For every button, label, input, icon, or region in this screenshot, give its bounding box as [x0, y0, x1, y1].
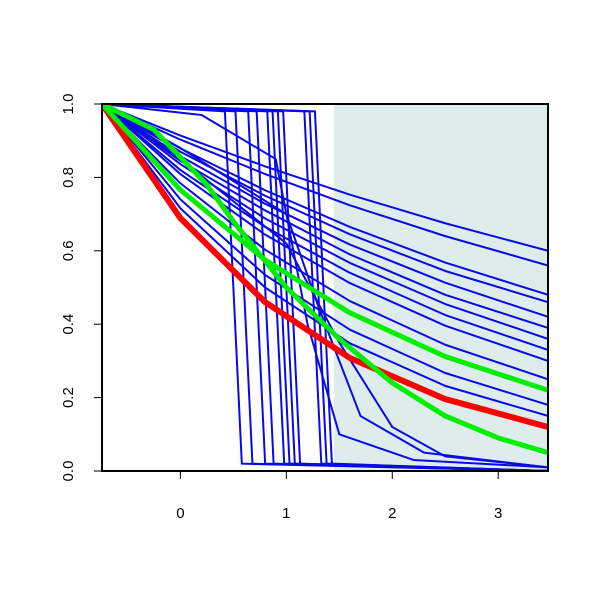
x-tick-label: 1: [282, 505, 290, 522]
y-tick-label: 0.6: [60, 240, 77, 261]
series-line: [102, 104, 548, 351]
y-tick-label: 0.0: [60, 461, 77, 482]
series-line: [102, 104, 548, 362]
series-line: [102, 104, 548, 340]
plot-frame: [101, 103, 549, 472]
series-line: [102, 104, 548, 471]
series-line: [102, 104, 548, 430]
series-line: [102, 104, 548, 406]
series-line: [102, 104, 548, 393]
x-tick-label: 2: [388, 505, 396, 522]
series-line: [102, 104, 548, 456]
y-tick-label: 1.0: [60, 94, 77, 115]
y-tick-label: 0.4: [60, 314, 77, 335]
shaded-region: [334, 104, 548, 471]
x-tick-label: 3: [494, 505, 502, 522]
series-line: [102, 104, 548, 329]
x-tick-label: 0: [176, 505, 184, 522]
series-line: [102, 104, 548, 469]
plot-area: [102, 104, 548, 471]
series-line: [102, 104, 548, 417]
y-tick-label: 0.2: [60, 387, 77, 408]
series-line: [102, 104, 548, 318]
y-tick-label: 0.8: [60, 167, 77, 188]
